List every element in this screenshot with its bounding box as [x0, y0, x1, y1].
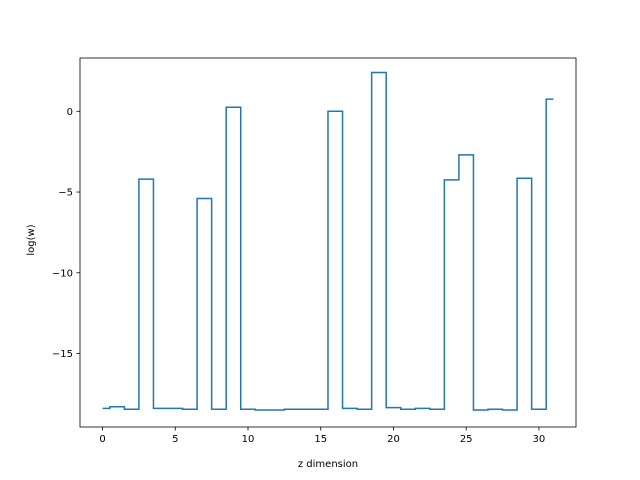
plot-marks: [102, 71, 554, 411]
x-tick-label: 30: [533, 434, 546, 445]
x-axis-label: z dimension: [298, 459, 358, 470]
y-tick-label: −5: [58, 188, 73, 199]
y-tick-label: 0: [67, 107, 73, 118]
y-axis-label: log(w): [26, 224, 37, 255]
y-tick-label: −15: [52, 349, 73, 360]
y-tick-label: −10: [52, 268, 73, 279]
axes: 0 5 10 15 20 25 30 0 −5 −10 −15: [52, 57, 577, 445]
plot-frame: [79, 57, 577, 428]
series-line-0: [102, 71, 554, 411]
x-tick-label: 25: [460, 434, 473, 445]
x-tick-label: 20: [387, 434, 400, 445]
x-tick-label: 15: [314, 434, 327, 445]
x-tick-label: 0: [99, 434, 105, 445]
x-tick-label: 10: [242, 434, 255, 445]
x-tick-label: 5: [172, 434, 178, 445]
